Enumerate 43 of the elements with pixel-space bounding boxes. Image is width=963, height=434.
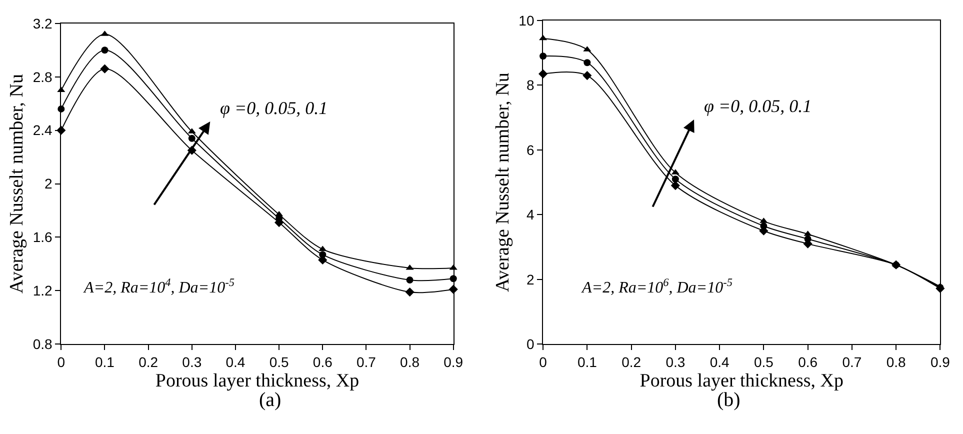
x-tick-label: 0.7 bbox=[842, 354, 862, 370]
y-tick-label: 4 bbox=[526, 206, 534, 223]
y-tick-label: 2.8 bbox=[32, 68, 53, 85]
x-tick-label: 0.1 bbox=[95, 354, 115, 370]
annotation: φ =0, 0.05, 0.1 bbox=[704, 96, 812, 116]
annotation: A=2, Ra=10$^{6}$, Da=10$^{-5}$ bbox=[581, 277, 733, 297]
x-tick-label: 0.2 bbox=[622, 354, 642, 370]
x-tick-label: 0.6 bbox=[312, 354, 333, 370]
x-tick-label: 0.5 bbox=[269, 354, 289, 370]
x-tick-label: 0 bbox=[539, 354, 548, 370]
y-tick-label: 10 bbox=[518, 12, 534, 28]
x-tick-label: 0.4 bbox=[710, 354, 730, 370]
x-tick-label: 0.1 bbox=[577, 354, 598, 370]
x-tick-label: 0.9 bbox=[444, 354, 464, 370]
x-tick-label: 0.5 bbox=[754, 354, 774, 370]
x-tick-label: 0.2 bbox=[138, 354, 158, 370]
x-tick-label: 0.8 bbox=[886, 354, 906, 370]
annotation: A=2, Ra=10$^{4}$, Da=10$^{-5}$ bbox=[83, 277, 235, 297]
y-tick-label: 0 bbox=[526, 336, 534, 352]
y-tick-label: 3.2 bbox=[32, 15, 53, 32]
x-axis-title: Porous layer thickness, Xp bbox=[640, 370, 844, 392]
y-axis-title: Average Nusselt number, Nu bbox=[492, 72, 514, 292]
x-axis-title: Porous layer thickness, Xp bbox=[155, 370, 360, 392]
y-tick-label: 0.8 bbox=[32, 336, 53, 352]
x-tick-label: 0.3 bbox=[666, 354, 686, 370]
x-tick-label: 0 bbox=[57, 354, 66, 370]
x-tick-label: 0.9 bbox=[930, 354, 950, 370]
x-tick-label: 0.3 bbox=[182, 354, 202, 370]
text: (a) bbox=[259, 389, 282, 411]
x-tick-label: 0.6 bbox=[798, 354, 818, 370]
y-tick-label: 1.2 bbox=[32, 282, 53, 299]
y-tick-label: 8 bbox=[526, 77, 534, 94]
text: (b) bbox=[717, 389, 740, 411]
x-tick-label: 0.8 bbox=[400, 354, 420, 370]
x-tick-label: 0.4 bbox=[226, 354, 246, 370]
y-tick-label: 6 bbox=[526, 142, 534, 158]
annotation: φ =0, 0.05, 0.1 bbox=[220, 98, 328, 118]
y-axis-title: Average Nusselt number, Nu bbox=[6, 74, 28, 294]
y-tick-label: 1.6 bbox=[32, 229, 53, 246]
y-tick-label: 2 bbox=[44, 176, 53, 192]
y-tick-label: 2.4 bbox=[32, 122, 53, 138]
x-tick-label: 0.7 bbox=[356, 354, 376, 370]
y-tick-label: 2 bbox=[526, 271, 534, 288]
